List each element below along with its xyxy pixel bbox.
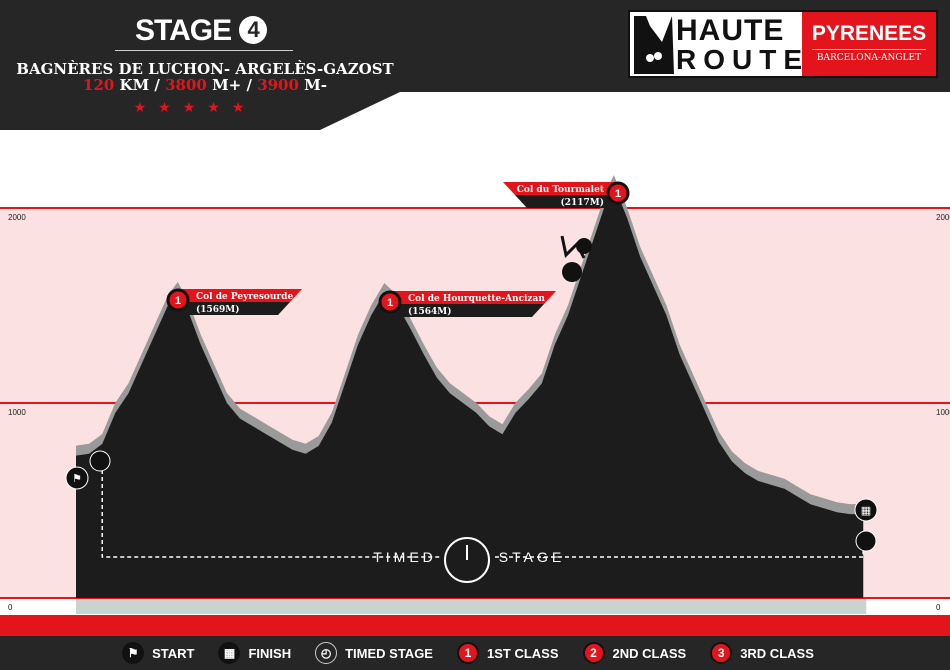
stage-stats: 120 KM / 3800 M+ / 3900 M- xyxy=(83,76,327,94)
divider xyxy=(115,50,293,51)
climb-elevation: (1564M) xyxy=(408,306,452,317)
stopwatch-finish-icon xyxy=(855,530,877,552)
elevation-chart: 0010001000200020000510152025303540455055… xyxy=(0,175,950,614)
finish-flag-icon xyxy=(854,498,878,522)
profile-area xyxy=(76,185,864,598)
x-axis-band xyxy=(0,615,950,636)
category-number: 1 xyxy=(615,188,621,200)
climb-name: Col de Hourquette-Ancizan xyxy=(408,294,545,304)
route-name: BAGNÈRES DE LUCHON- ARGELÈS-GAZOST xyxy=(16,60,394,78)
y-tick-label: 2000 xyxy=(8,213,26,222)
cyclist-icon xyxy=(560,235,586,259)
baseline-strip xyxy=(76,598,867,614)
legend-finish: ▦ FINISH xyxy=(218,642,291,664)
stage-label: STAGE xyxy=(499,549,565,565)
climb-name-tag xyxy=(392,291,556,304)
stopwatch-icon: ◴ xyxy=(315,642,338,664)
mountain-cyclist-logo-icon xyxy=(634,16,674,74)
finish-flag-glyph: ▦ xyxy=(861,504,871,517)
climb-name: Col de Peyresourde xyxy=(196,292,293,302)
category-badge-icon xyxy=(606,181,630,205)
climb-marker: Col du Tourmalet (2117M) 1 xyxy=(503,181,630,208)
legend-2nd: 2 2ND CLASS xyxy=(582,642,686,664)
stopwatch-icon xyxy=(444,537,490,583)
stage-title: STAGE 4 xyxy=(135,14,268,48)
category-2-icon: 2 xyxy=(582,642,605,664)
legend-timed: ◴ TIMED STAGE xyxy=(315,642,433,664)
category-3-icon: 3 xyxy=(710,642,733,664)
climb-elevation: (1569M) xyxy=(196,304,240,315)
stage-number: 4 xyxy=(239,16,268,44)
category-number: 1 xyxy=(387,297,393,309)
climb-elev-tag xyxy=(180,302,290,315)
climb-elev-tag xyxy=(392,304,544,317)
climb-name-tag xyxy=(180,289,302,302)
climb-marker: Col de Hourquette-Ancizan (1564M) 1 xyxy=(378,290,556,317)
category-badge-icon xyxy=(166,288,190,312)
haute-route-logo: HAUTE ROUTE PYRENEES BARCELONA-ANGLET xyxy=(628,10,938,78)
cyclist-wheel-icon xyxy=(562,262,582,282)
climb-name-tag xyxy=(503,182,618,195)
climb-name: Col du Tourmalet xyxy=(517,185,605,195)
header-diagonal xyxy=(320,92,950,130)
climb-elev-tag xyxy=(515,195,618,208)
finish-flag-icon: ▦ xyxy=(218,642,241,664)
start-flag-icon xyxy=(65,466,89,490)
category-badge-icon xyxy=(378,290,402,314)
start-flag-glyph: ⚑ xyxy=(72,472,82,485)
legend: ⚑ START ▦ FINISH ◴ TIMED STAGE 1 1ST CLASS 2… xyxy=(0,636,950,670)
y-tick-label: 0 xyxy=(8,603,13,612)
climb-marker: Col de Peyresourde (1569M) 1 xyxy=(166,288,302,315)
legend-start: ⚑ START xyxy=(122,642,194,664)
y-tick-label: 0 xyxy=(936,603,941,612)
start-flag-icon: ⚑ xyxy=(122,642,145,664)
category-1-icon: 1 xyxy=(456,642,479,664)
y-tick-label: 2000 xyxy=(936,213,950,222)
difficulty-stars: ★★★★★ xyxy=(133,100,257,116)
y-tick-label: 1000 xyxy=(936,408,950,417)
stopwatch-start-icon xyxy=(89,450,111,472)
y-tick-label: 1000 xyxy=(8,408,26,417)
category-number: 1 xyxy=(175,295,181,307)
timed-label: TIMED xyxy=(373,549,437,565)
legend-3rd: 3 3RD CLASS xyxy=(710,642,814,664)
climb-elevation: (2117M) xyxy=(560,197,604,208)
legend-1st: 1 1ST CLASS xyxy=(456,642,559,664)
